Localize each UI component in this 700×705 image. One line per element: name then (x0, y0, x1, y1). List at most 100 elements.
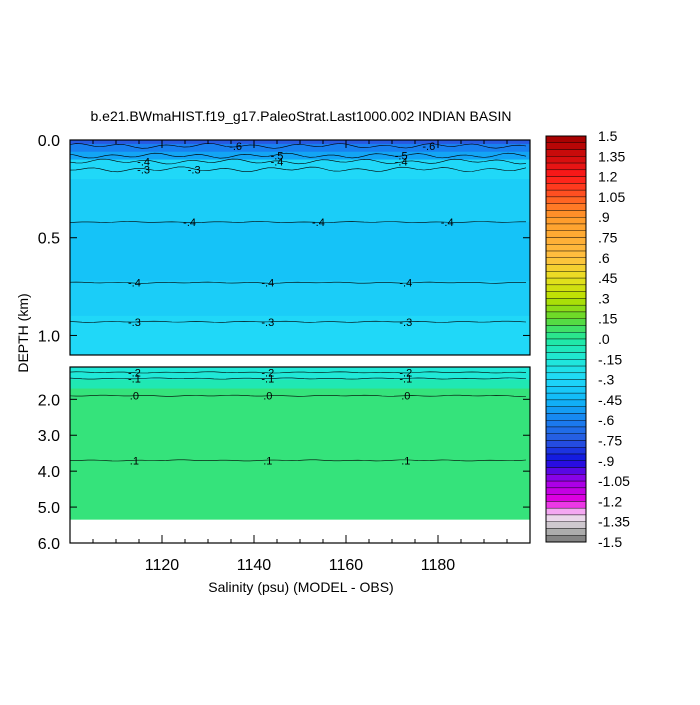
y-tick-label: 0.5 (38, 231, 60, 248)
upper-contour-line (70, 221, 527, 224)
colorbar-box (545, 426, 587, 434)
upper-contour-line (70, 320, 527, 323)
colorbar-label: .0 (598, 331, 610, 347)
y-tick-label: 2.0 (38, 392, 60, 409)
colorbar-label: 1.2 (598, 169, 618, 185)
colorbar-label: -1.35 (598, 514, 630, 530)
upper-contour-label: -.4 (128, 278, 141, 290)
colorbar-label: .9 (598, 209, 610, 225)
lower-contour-line (70, 459, 527, 462)
colorbar-label: -.3 (598, 372, 615, 388)
colorbar-box (545, 284, 587, 292)
lower-contour-line (70, 394, 527, 397)
colorbar-box (545, 507, 587, 516)
colorbar-box (545, 149, 587, 157)
colorbar-label: -.45 (598, 392, 622, 408)
colorbar-box (545, 257, 587, 265)
colorbar-box (545, 372, 587, 380)
colorbar-box (545, 413, 587, 421)
colorbar-label: 1.5 (598, 128, 618, 144)
lower-contour-label: -.1 (399, 373, 412, 385)
colorbar-box (545, 474, 587, 482)
colorbar-box (545, 420, 587, 428)
colorbar-box (545, 244, 587, 252)
upper-band-7 (70, 315, 530, 355)
upper-contour-label: -.4 (399, 278, 412, 290)
lower-band-1 (70, 379, 530, 390)
lower-contour-label: .1 (130, 455, 139, 467)
colorbar-box (545, 467, 587, 475)
colorbar-label: -.15 (598, 351, 622, 367)
upper-contour-label: -.3 (128, 317, 141, 329)
colorbar-box (545, 183, 587, 191)
colorbar-frame (545, 135, 587, 543)
colorbar-box (545, 440, 587, 448)
colorbar-box (545, 189, 587, 198)
y-tick-label: 3.0 (38, 428, 60, 445)
colorbar-label: .15 (598, 311, 618, 327)
upper-band-6 (70, 280, 530, 317)
colorbar-box (545, 135, 587, 143)
lower-contour-label: .0 (401, 391, 410, 403)
colorbar-box (545, 237, 587, 245)
colorbar-box (545, 264, 587, 272)
upper-band-3 (70, 159, 530, 180)
lower-contour-label: .0 (130, 391, 139, 403)
upper-contour-line (70, 281, 527, 284)
colorbar: 1.5 1.35 1.2 1.05 .9 .75 .6 .45 .3 .15 .0 -.15 -.3 -.… (545, 128, 630, 550)
lower-contour-label: -.2 (128, 367, 141, 379)
upper-contour-label: -.4 (183, 217, 196, 229)
colorbar-box (545, 514, 587, 522)
lower-band-0 (70, 367, 530, 381)
colorbar-box (545, 210, 587, 218)
x-tick-label: 1140 (237, 557, 272, 574)
upper-panel-fill (70, 140, 530, 355)
colorbar-box (545, 298, 587, 306)
colorbar-box (545, 359, 587, 367)
colorbar-box (545, 365, 587, 374)
upper-contour-label: -.3 (399, 317, 412, 329)
upper-band-2 (70, 151, 530, 161)
colorbar-box (545, 386, 587, 394)
upper-contour-label: -.4 (312, 217, 325, 229)
upper-contour-label: -.4 (261, 278, 274, 290)
colorbar-box (545, 162, 587, 171)
upper-band-5 (70, 222, 530, 282)
upper-contour-label: -.5 (395, 151, 408, 163)
colorbar-box (545, 352, 587, 360)
lower-contour-line (70, 377, 527, 380)
colorbar-box (545, 406, 587, 414)
lower-band-2 (70, 388, 530, 521)
colorbar-label: 1.35 (598, 148, 625, 164)
upper-contour-label: -.5 (271, 151, 284, 163)
lower-panel-fill (70, 367, 530, 543)
colorbar-box (545, 230, 587, 238)
colorbar-box (545, 447, 587, 455)
colorbar-label: -.9 (598, 453, 615, 469)
colorbar-label: -1.2 (598, 493, 622, 509)
colorbar-box (545, 501, 587, 509)
colorbar-label: -1.05 (598, 473, 630, 489)
colorbar-box (545, 453, 587, 461)
colorbar-box (545, 176, 587, 184)
colorbar-label: .75 (598, 230, 618, 246)
upper-band-4 (70, 179, 530, 223)
y-tick-label: 1.0 (38, 328, 60, 345)
upper-contour-label: -.4 (441, 217, 454, 229)
upper-contour-label: -.4 (395, 157, 408, 169)
upper-contour-label: -.4 (271, 157, 284, 169)
colorbar-box (545, 480, 587, 489)
seafloor-region (70, 519, 530, 543)
colorbar-box (545, 291, 587, 299)
upper-panel-contours: -.6 -.6-.5 -.5-.4 -.4 -.4-.3 -.3-.4 -.4 -.4-.4-… (70, 141, 527, 329)
upper-contour-line (70, 143, 527, 149)
lower-panel-contours: -.2 -.2 -.2-.1 -.1 -.1.0.0.0.1.1.1 (70, 367, 527, 467)
x-axis-label: Salinity (psu) (MODEL - OBS) (208, 579, 393, 595)
colorbar-box (545, 332, 587, 340)
colorbar-box (545, 494, 587, 502)
lower-contour-label: -.2 (261, 367, 274, 379)
colorbar-label: -1.5 (598, 534, 622, 550)
lower-contour-label: -.1 (128, 373, 141, 385)
colorbar-box (545, 156, 587, 164)
